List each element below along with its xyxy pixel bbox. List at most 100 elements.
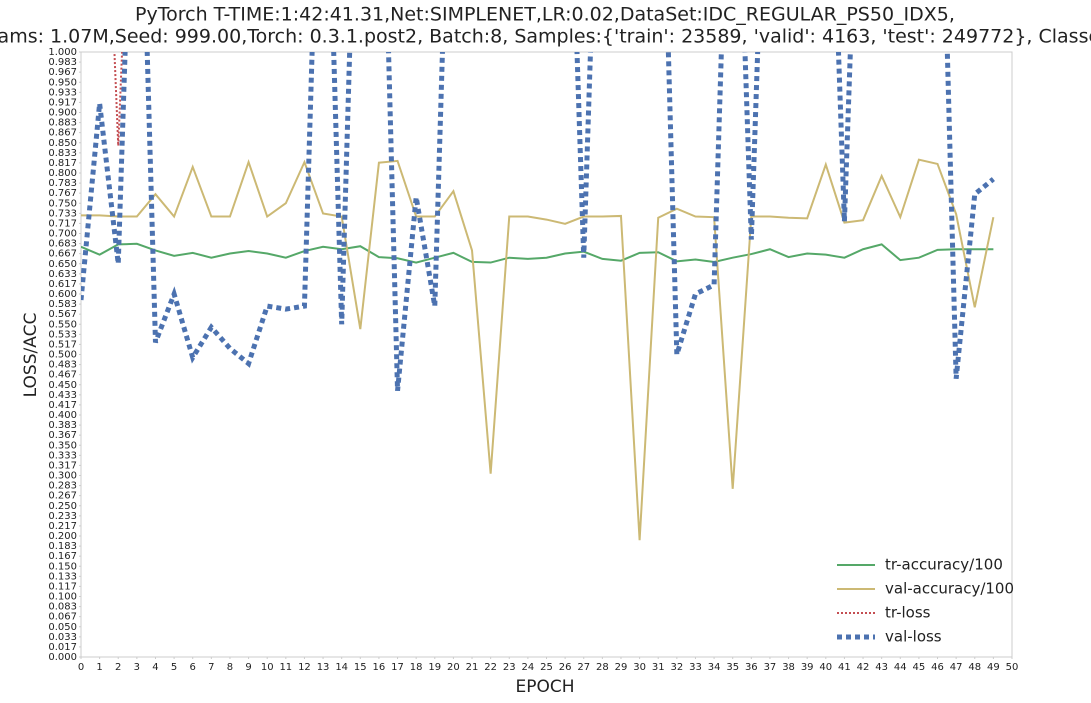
x-tick-label: 42 <box>857 662 870 673</box>
x-tick-label: 0 <box>78 662 84 673</box>
y-tick-label: 0.633 <box>48 269 77 280</box>
y-tick-label: 0.317 <box>48 460 77 471</box>
y-tick-label: 0.817 <box>48 158 77 169</box>
x-tick-label: 13 <box>317 662 330 673</box>
x-tick-label: 27 <box>577 662 590 673</box>
x-tick-label: 16 <box>373 662 386 673</box>
x-tick-label: 33 <box>689 662 702 673</box>
x-tick-label: 14 <box>335 662 348 673</box>
x-tick-label: 10 <box>261 662 274 673</box>
y-tick-label: 0.933 <box>48 87 77 98</box>
y-tick-label: 0.833 <box>48 148 77 159</box>
y-tick-label: 0.400 <box>48 410 77 421</box>
x-tick-label: 36 <box>745 662 758 673</box>
y-tick-label: 0.883 <box>48 118 77 129</box>
y-tick-label: 0.917 <box>48 97 77 108</box>
y-tick-label: 0.467 <box>48 370 77 381</box>
y-tick-label: 0.983 <box>48 57 77 68</box>
y-tick-label: 0.183 <box>48 541 77 552</box>
y-tick-label: 0.233 <box>48 511 77 522</box>
y-tick-label: 0.200 <box>48 531 77 542</box>
x-tick-label: 48 <box>968 662 981 673</box>
plot-frame <box>80 51 1013 658</box>
y-tick-label: 0.350 <box>48 440 77 451</box>
y-axis-label: LOSS/ACC <box>21 313 41 398</box>
y-tick-label: 0.867 <box>48 128 77 139</box>
x-tick-label: 50 <box>1006 662 1019 673</box>
y-tick-label: 0.133 <box>48 571 77 582</box>
y-tick-label: 0.533 <box>48 329 77 340</box>
y-tick-label: 0.567 <box>48 309 77 320</box>
x-tick-label: 43 <box>875 662 888 673</box>
series-line <box>81 52 995 392</box>
y-tick-label: 0.617 <box>48 279 77 290</box>
y-tick-label: 0.283 <box>48 481 77 492</box>
x-tick-label: 40 <box>819 662 832 673</box>
y-tick-label: 0.783 <box>48 178 77 189</box>
y-tick-label: 0.700 <box>48 229 77 240</box>
y-tick-label: 0.250 <box>48 501 77 512</box>
y-tick-label: 0.517 <box>48 339 77 350</box>
x-tick-label: 32 <box>670 662 683 673</box>
x-tick-label: 11 <box>279 662 292 673</box>
y-tick-label: 0.800 <box>48 168 77 179</box>
x-tick-label: 12 <box>298 662 311 673</box>
x-axis-label: EPOCH <box>515 677 574 697</box>
x-tick-label: 21 <box>466 662 479 673</box>
y-tick-label: 0.450 <box>48 380 77 391</box>
y-tick-label: 0.083 <box>48 602 77 613</box>
y-tick-label: 0.417 <box>48 400 77 411</box>
series-line <box>81 242 994 264</box>
legend-label: val-loss <box>885 628 942 646</box>
y-tick-label: 0.017 <box>48 642 77 653</box>
y-tick-label: 0.900 <box>48 108 77 119</box>
y-tick-label: 0.550 <box>48 319 77 330</box>
x-tick-label: 37 <box>764 662 777 673</box>
x-tick-label: 2 <box>115 662 121 673</box>
x-tick-label: 26 <box>559 662 572 673</box>
chart-title: PyTorch T-TIME:1:42:41.31,Net:SIMPLENET,… <box>135 4 955 26</box>
y-tick-label: 0.167 <box>48 551 77 562</box>
legend-label: tr-accuracy/100 <box>885 556 1003 574</box>
y-tick-label: 0.967 <box>48 67 77 78</box>
x-tick-label: 31 <box>652 662 665 673</box>
y-tick-label: 0.683 <box>48 239 77 250</box>
y-tick-label: 0.717 <box>48 218 77 229</box>
y-tick-label: 0.367 <box>48 430 77 441</box>
y-tick-label: 0.650 <box>48 259 77 270</box>
x-tick-label: 18 <box>410 662 423 673</box>
y-tick-label: 0.667 <box>48 249 77 260</box>
y-tick-label: 0.033 <box>48 632 77 643</box>
x-tick-label: 47 <box>950 662 963 673</box>
x-tick-label: 23 <box>503 662 516 673</box>
x-tick-label: 6 <box>190 662 196 673</box>
x-tick-label: 8 <box>227 662 233 673</box>
y-tick-label: 0.267 <box>48 491 77 502</box>
y-tick-label: 0.733 <box>48 208 77 219</box>
y-tick-label: 0.100 <box>48 592 77 603</box>
y-tick-label: 0.850 <box>48 138 77 149</box>
y-tick-label: 0.600 <box>48 289 77 300</box>
legend-label: val-accuracy/100 <box>885 580 1014 598</box>
y-tick-label: 0.000 <box>48 652 77 663</box>
x-tick-label: 45 <box>913 662 926 673</box>
x-tick-label: 30 <box>633 662 646 673</box>
x-tick-label: 38 <box>782 662 795 673</box>
x-tick-label: 35 <box>726 662 739 673</box>
x-tick-label: 22 <box>484 662 497 673</box>
lines <box>81 52 995 541</box>
x-tick-label: 20 <box>447 662 460 673</box>
x-tick-label: 1 <box>96 662 102 673</box>
x-tick-label: 3 <box>134 662 140 673</box>
x-tick-label: 7 <box>208 662 214 673</box>
x-tick-label: 28 <box>596 662 609 673</box>
series-line <box>81 158 995 541</box>
y-tick-label: 0.500 <box>48 350 77 361</box>
x-tick-label: 25 <box>540 662 553 673</box>
x-tick-label: 15 <box>354 662 367 673</box>
x-tick-label: 17 <box>391 662 404 673</box>
y-tick-label: 0.117 <box>48 581 77 592</box>
y-tick-label: 0.300 <box>48 471 77 482</box>
y-tick-label: 0.767 <box>48 188 77 199</box>
